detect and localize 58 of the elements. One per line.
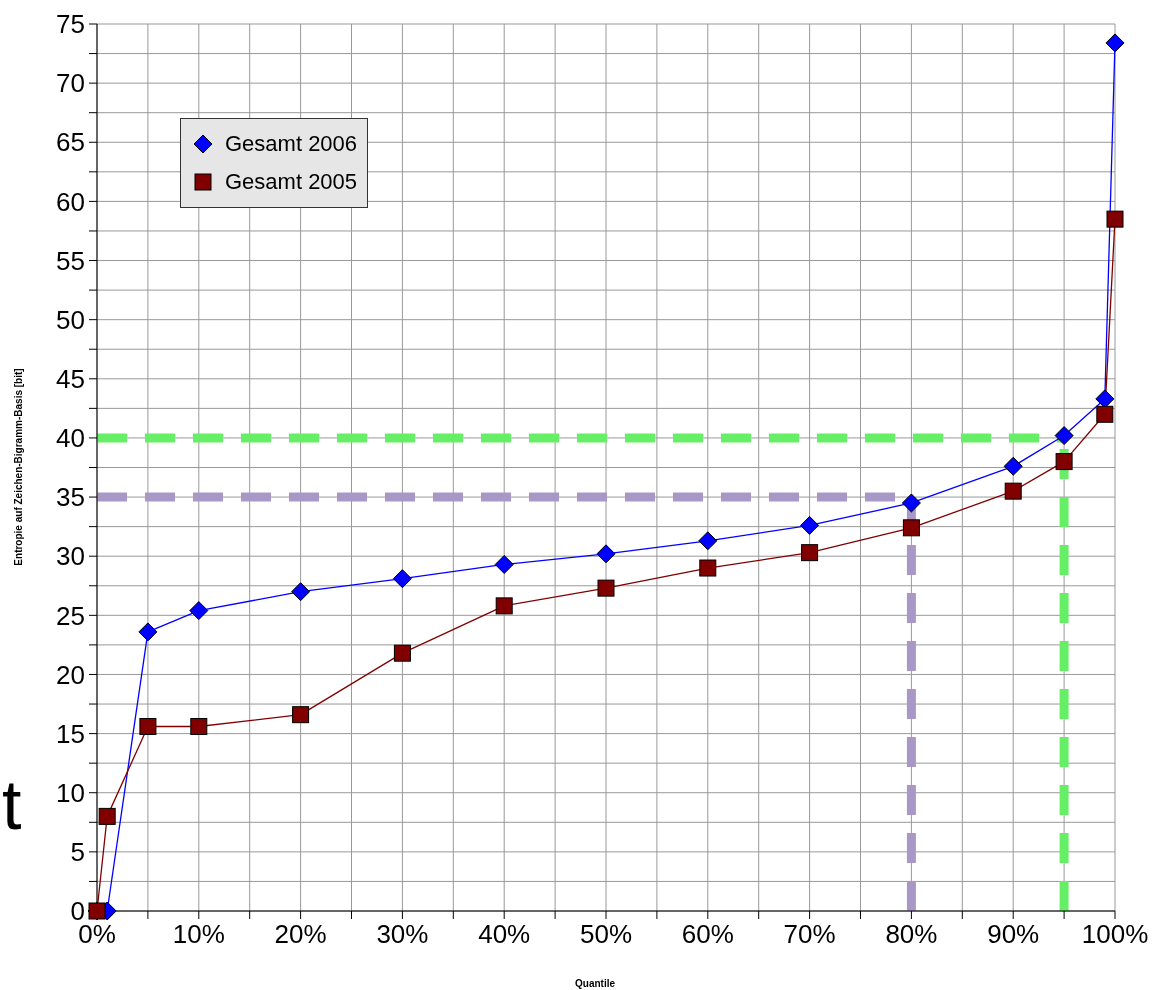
x-tick-label: 90%: [987, 919, 1040, 950]
y-tick-label: 65: [56, 127, 85, 158]
x-tick-label: 10%: [172, 919, 225, 950]
y-tick-label: 55: [56, 245, 85, 276]
x-tick-label: 20%: [274, 919, 327, 950]
x-tick-label: 50%: [579, 919, 633, 950]
y-tick-label: 60: [56, 186, 85, 217]
x-tick-label: 0%: [78, 919, 116, 950]
x-tick-label: 70%: [783, 919, 836, 950]
y-tick-label: 10: [56, 777, 85, 808]
point: [292, 706, 310, 724]
point: [190, 718, 208, 735]
text: t: [2, 766, 22, 844]
y-tick-label: 15: [56, 718, 85, 749]
point: [1003, 456, 1023, 476]
y-tick-label: 25: [56, 600, 85, 631]
y-tick-label: 5: [70, 837, 85, 868]
point: [1004, 482, 1022, 500]
point: [1096, 405, 1114, 423]
point: [801, 544, 819, 562]
point: [901, 493, 921, 513]
point: [494, 554, 514, 574]
point: [138, 622, 158, 642]
y-tick-label: 75: [56, 9, 85, 40]
point: [291, 582, 311, 602]
x-tick-label: 60%: [681, 919, 734, 950]
y-tick-label: 40: [56, 423, 85, 454]
y-tick-label: 70: [56, 68, 85, 99]
legend-label: Gesamt 2006: [225, 131, 358, 157]
point: [699, 559, 717, 577]
point: [1105, 33, 1125, 53]
x-tick-label: 100%: [1081, 919, 1149, 950]
point: [1095, 389, 1115, 409]
x-tick-label: 40%: [478, 919, 531, 950]
point: [698, 531, 718, 551]
point: [98, 807, 116, 825]
point: [189, 601, 209, 621]
point: [392, 569, 412, 589]
legend-label: Gesamt 2005: [225, 169, 358, 195]
point: [1106, 210, 1124, 228]
point: [393, 644, 411, 662]
y-tick-label: 45: [56, 364, 85, 395]
point: [1054, 426, 1074, 446]
point: [902, 519, 920, 537]
y-tick-label: 50: [56, 304, 85, 335]
x-axis-title: Quantile: [574, 977, 616, 989]
y-tick-label: 35: [56, 482, 85, 513]
point: [139, 718, 157, 735]
point: [597, 579, 615, 597]
x-tick-label: 80%: [885, 919, 938, 950]
point: [1055, 453, 1073, 471]
point: [495, 597, 513, 615]
y-tick-label: 30: [56, 541, 85, 572]
y-axis-title: Entropie auf Zeichen-Bigramm-Basis [bit]: [12, 368, 24, 566]
x-tick-label: 30%: [376, 919, 429, 950]
y-tick-label: 20: [56, 659, 85, 690]
point: [596, 544, 616, 564]
point: [800, 515, 820, 535]
